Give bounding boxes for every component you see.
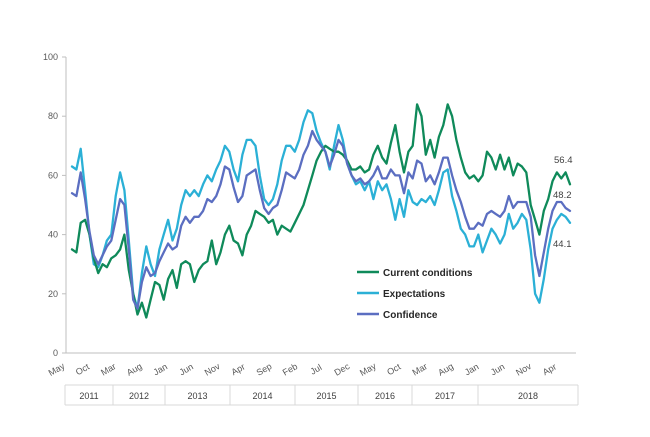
year-label: 2018 — [518, 391, 538, 401]
x-tick-label: Nov — [203, 361, 222, 378]
series-line-current-conditions — [70, 103, 572, 319]
x-tick-label: Feb — [281, 361, 299, 377]
year-label: 2015 — [316, 391, 336, 401]
year-label: 2017 — [435, 391, 455, 401]
y-tick-label: 40 — [48, 230, 58, 240]
x-tick-label: Jan — [463, 361, 481, 377]
x-tick-label: Jun — [177, 361, 195, 377]
series-line-confidence — [70, 129, 572, 310]
y-tick-label: 60 — [48, 170, 58, 180]
year-label: 2012 — [129, 391, 149, 401]
legend: Current conditions Expectations Confidence — [357, 268, 473, 321]
x-tick-label: Mar — [99, 361, 117, 377]
x-tick-label: Apr — [230, 362, 247, 378]
end-label-expectations: 44.1 — [553, 239, 572, 250]
year-label: 2013 — [187, 391, 207, 401]
y-tick-label: 20 — [48, 289, 58, 299]
x-tick-label: May — [358, 361, 378, 378]
year-label: 2014 — [252, 391, 272, 401]
y-tick-label: 0 — [53, 348, 58, 358]
y-axis: 0 20 40 60 80 100 — [43, 52, 67, 358]
x-tick-label: Oct — [385, 361, 403, 377]
x-tick-label: Nov — [514, 361, 533, 378]
legend-label-current-conditions: Current conditions — [383, 268, 473, 279]
x-tick-label: Mar — [411, 361, 429, 377]
series-line-expectations — [70, 109, 572, 310]
x-tick-label: Dec — [332, 361, 351, 378]
x-tick-label: Aug — [436, 361, 455, 378]
legend-label-expectations: Expectations — [383, 289, 446, 300]
legend-label-confidence: Confidence — [383, 310, 438, 321]
y-tick-label: 100 — [43, 52, 58, 62]
x-tick-label: Jun — [489, 361, 507, 377]
end-value-labels: 56.4 44.1 48.2 — [553, 155, 573, 250]
x-tick-label: Aug — [125, 361, 144, 378]
y-tick-label: 80 — [48, 111, 58, 121]
x-axis: May Oct Mar Aug Jan Jun Nov Apr Sep Feb Jul Dec May O… — [47, 352, 579, 406]
x-tick-label: Jul — [308, 362, 323, 376]
x-tick-label: Apr — [541, 362, 558, 378]
x-tick-label: Sep — [255, 361, 274, 378]
x-tick-label: Jan — [152, 361, 170, 377]
year-label: 2011 — [79, 391, 98, 401]
series-lines — [70, 103, 572, 319]
end-label-current-conditions: 56.4 — [554, 155, 573, 166]
x-tick-label: May — [47, 361, 67, 378]
x-tick-label: Oct — [74, 361, 92, 377]
end-label-confidence: 48.2 — [553, 190, 572, 201]
year-label: 2016 — [375, 391, 395, 401]
